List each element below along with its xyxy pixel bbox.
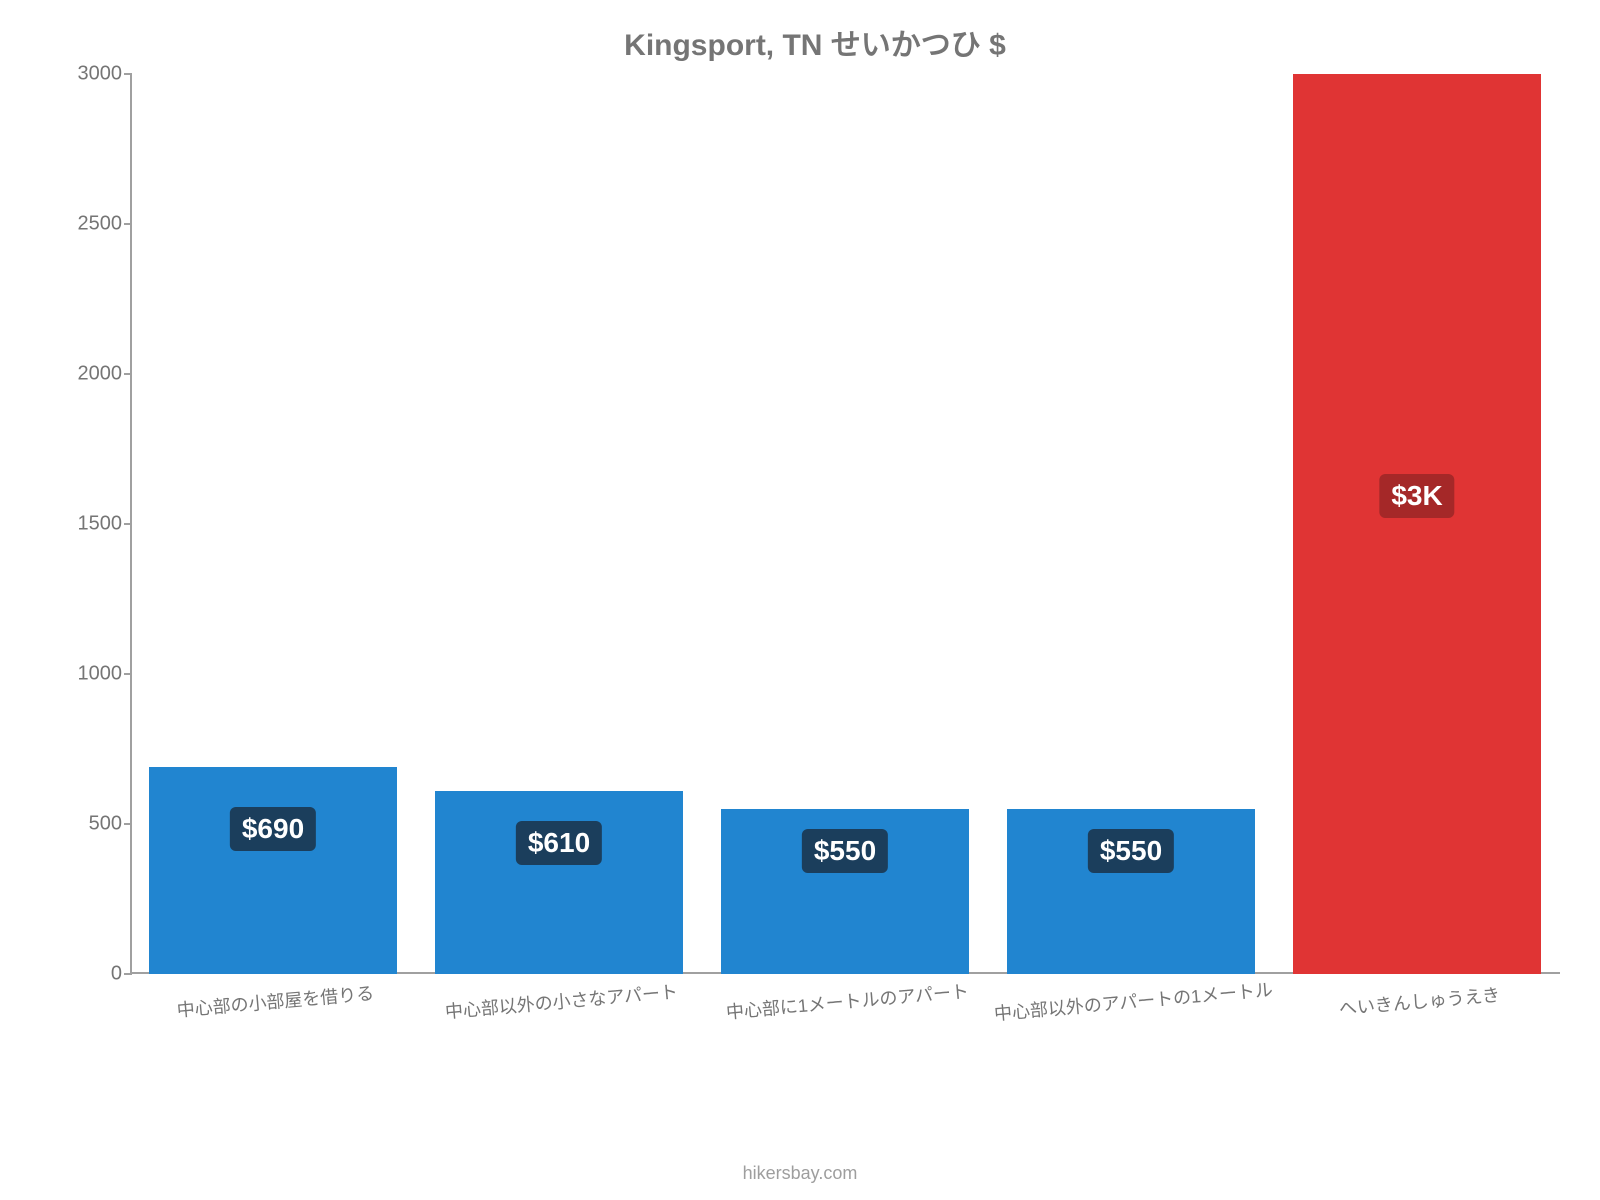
value-badge: $550 xyxy=(1088,829,1174,873)
y-tick-label: 2000 xyxy=(72,363,122,386)
bar-column: $550 xyxy=(988,809,1274,974)
value-badge: $3K xyxy=(1379,474,1454,518)
y-tick-label: 1000 xyxy=(72,663,122,686)
plot-area: 050010001500200025003000 $690$610$550$55… xyxy=(70,74,1560,974)
bar: $3K xyxy=(1293,74,1542,974)
bar-column: $550 xyxy=(702,809,988,974)
value-badge: $690 xyxy=(230,807,316,851)
bar-column: $690 xyxy=(130,767,416,974)
chart-container: Kingsport, TN せいかつひ $ 0 500 1000 1500 2000 25… xyxy=(70,20,1560,1070)
y-tick-label: 2500 xyxy=(72,213,122,236)
bar-column: $3K xyxy=(1274,74,1560,974)
y-tick-label: 1500 xyxy=(72,513,122,536)
y-tick-label: 3000 xyxy=(72,63,122,86)
value-badge: $610 xyxy=(516,821,602,865)
chart-title: Kingsport, TN せいかつひ $ xyxy=(70,20,1560,64)
bar: $610 xyxy=(435,791,684,974)
bar-column: $610 xyxy=(416,791,702,974)
attribution-text: hikersbay.com xyxy=(0,1163,1600,1184)
value-badge: $550 xyxy=(802,829,888,873)
bar: $690 xyxy=(149,767,398,974)
y-tick-label: 0 xyxy=(72,963,122,986)
x-labels-group: 中心部の小部屋を借りる中心部以外の小さなアパート中心部に1メートルのアパート中心… xyxy=(130,974,1560,1014)
y-tick-label: 500 xyxy=(72,813,122,836)
bar: $550 xyxy=(1007,809,1256,974)
bars-group: $690 $610 $550 $550 $3K xyxy=(130,74,1560,974)
bar: $550 xyxy=(721,809,970,974)
